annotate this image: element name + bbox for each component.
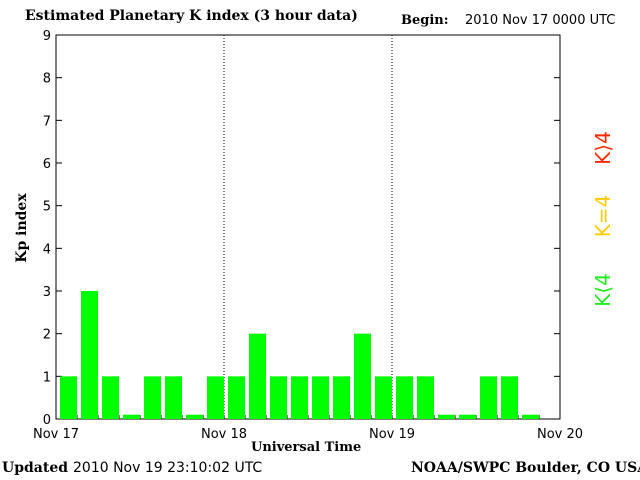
kp-bar bbox=[312, 376, 329, 419]
begin-label: Begin: bbox=[401, 13, 449, 28]
legend-k-less-4: K⟨4 bbox=[591, 273, 615, 307]
kp-bar bbox=[186, 414, 203, 419]
y-tick-label: 0 bbox=[43, 413, 51, 428]
kp-bar bbox=[249, 333, 266, 419]
plot-frame bbox=[55, 34, 561, 420]
y-tick-label: 8 bbox=[43, 72, 51, 87]
kp-bar bbox=[522, 414, 539, 419]
legend-k-equal-4: K=4 bbox=[591, 194, 615, 238]
kp-bar bbox=[375, 376, 392, 419]
kp-bar bbox=[291, 376, 308, 419]
kp-bar bbox=[480, 376, 497, 419]
x-axis-title: Universal Time bbox=[251, 440, 362, 455]
legend-k-greater-4: K⟩4 bbox=[591, 131, 615, 165]
kp-bar bbox=[60, 376, 77, 419]
kp-bar bbox=[123, 414, 140, 419]
y-tick-label: 1 bbox=[43, 370, 51, 385]
y-tick-label: 9 bbox=[43, 29, 51, 44]
x-tick-label: Nov 20 bbox=[537, 427, 583, 442]
kp-bar bbox=[165, 376, 182, 419]
kp-bar bbox=[270, 376, 287, 419]
kp-bar bbox=[207, 376, 224, 419]
y-tick-label: 5 bbox=[43, 200, 51, 215]
y-tick-label: 6 bbox=[43, 157, 51, 172]
kp-bar bbox=[81, 291, 98, 419]
kp-bar bbox=[438, 414, 455, 419]
kp-bar bbox=[501, 376, 518, 419]
kp-bar bbox=[459, 414, 476, 419]
kp-bar bbox=[354, 333, 371, 419]
chart-title: Estimated Planetary K index (3 hour data… bbox=[25, 8, 358, 24]
kp-bar bbox=[102, 376, 119, 419]
credit-text: NOAA/SWPC Boulder, CO USA bbox=[411, 460, 640, 476]
updated-label: Updated bbox=[2, 460, 69, 476]
x-tick-label: Nov 18 bbox=[201, 427, 247, 442]
y-tick-label: 4 bbox=[43, 242, 51, 257]
kp-bar bbox=[417, 376, 434, 419]
y-tick-label: 7 bbox=[43, 114, 51, 129]
kp-bar bbox=[333, 376, 350, 419]
y-tick-label: 3 bbox=[43, 285, 51, 300]
x-tick-label: Nov 17 bbox=[33, 427, 79, 442]
updated-value: 2010 Nov 19 23:10:02 UTC bbox=[73, 460, 263, 476]
y-tick-label: 2 bbox=[43, 328, 51, 343]
begin-value: 2010 Nov 17 0000 UTC bbox=[465, 13, 616, 28]
kp-bar bbox=[396, 376, 413, 419]
x-tick-label: Nov 19 bbox=[369, 427, 415, 442]
kp-bar bbox=[228, 376, 245, 419]
kp-bar bbox=[144, 376, 161, 419]
